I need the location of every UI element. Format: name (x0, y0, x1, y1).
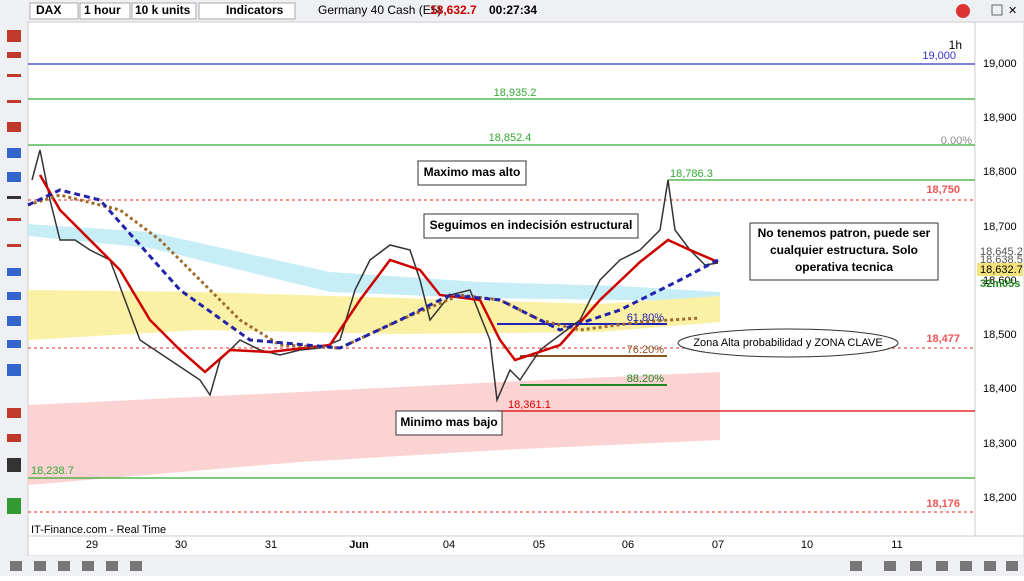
price-label: 18,600 (983, 275, 1017, 287)
units[interactable]: 10 k units (135, 3, 191, 17)
date-label: 31 (265, 539, 277, 551)
source: IT-Finance.com - Real Time (31, 524, 166, 536)
annotation-box (395, 410, 503, 436)
level-label: 18,786.3 (670, 168, 713, 180)
level-label: 18,361.1 (508, 399, 551, 411)
price-label: 18,700 (983, 221, 1017, 233)
date-label: 06 (622, 539, 634, 551)
level-label: 18,238.7 (31, 465, 74, 477)
date-label: 07 (712, 539, 724, 551)
price-label: 18,900 (983, 112, 1017, 124)
timer: 00:27:34 (489, 3, 537, 17)
cyan-band (28, 224, 720, 302)
price-label: 18,300 (983, 438, 1017, 450)
axis-tag: 0.00% (941, 135, 972, 147)
level-label: 18,852.4 (489, 132, 532, 144)
axis-tag: 18,645.2 (980, 246, 1023, 258)
close-icon[interactable]: ✕ (1008, 5, 1017, 17)
price: 18,632.7 (430, 3, 477, 17)
symbol-select[interactable] (29, 2, 79, 20)
annotation-ellipse (677, 328, 899, 358)
annotation: Maximo mas alto (424, 165, 521, 179)
axis-tag: 18,638.5 (980, 254, 1023, 266)
symbol[interactable]: DAX (36, 3, 61, 17)
price-label: 19,000 (983, 58, 1017, 70)
instrument: Germany 40 Cash (E5) (318, 3, 441, 17)
yellow-band (28, 290, 720, 340)
price-label: 18,800 (983, 166, 1017, 178)
indicators-button[interactable] (198, 2, 296, 20)
fib-label: 88.20% (627, 373, 665, 385)
maximize[interactable] (991, 4, 1003, 16)
date-labels: 29 30 31 Jun 04 05 06 07 10 11 (86, 539, 903, 551)
annotation: Zona Alta probabilidad y ZONA CLAVE (693, 337, 882, 349)
timeframe-select[interactable] (79, 2, 131, 20)
axis-tag: 32m05s (980, 278, 1020, 290)
axis-tag: 18,632.7 (980, 264, 1023, 276)
date-label: 30 (175, 539, 187, 551)
price-path (31, 149, 719, 403)
date-label: 10 (801, 539, 813, 551)
axis-tag: 18,750 (926, 184, 960, 196)
date-label: 11 (891, 539, 902, 551)
annotation-box (423, 213, 639, 239)
price-label: 18,400 (983, 383, 1017, 395)
price-label: 18,200 (983, 492, 1017, 504)
annotation: No tenemos patron, puede ser cualquier e… (757, 226, 931, 274)
moving-average-red (38, 174, 719, 374)
drawing-tools[interactable] (7, 30, 21, 514)
indicators[interactable]: Indicators (226, 3, 284, 17)
price-axis-labels: 19,000 18,900 18,800 18,700 18,600 18,50… (983, 58, 1017, 504)
axis-tag: 19,000 (922, 50, 956, 62)
annotation: Seguimos en indecisión estructural (430, 218, 633, 232)
fib-label: 76.20% (627, 344, 665, 356)
axis-tag: 18,176 (926, 498, 960, 510)
price-label: 18,500 (983, 329, 1017, 341)
annotation: Minimo mas bajo (400, 415, 497, 429)
bottom-toolbar (0, 556, 1024, 576)
fib-label: 61.80% (627, 312, 665, 324)
date-label: Jun (349, 539, 369, 551)
annotation-box (417, 160, 527, 186)
date-label: 29 (86, 539, 98, 551)
axis-tag: 18,477 (926, 333, 960, 345)
annotation-box (749, 222, 939, 281)
annotation-wrap: No tenemos patron, puede ser cualquier e… (757, 226, 931, 274)
units-select[interactable] (131, 2, 197, 20)
refresh-icon[interactable] (956, 4, 970, 18)
last-price-tag (977, 263, 1023, 276)
timeframe[interactable]: 1 hour (84, 3, 121, 17)
period: 1h (949, 38, 962, 52)
date-label: 05 (533, 539, 545, 551)
bottom-tools[interactable] (10, 561, 1018, 571)
level-label: 18,935.2 (494, 87, 537, 99)
date-label: 04 (443, 539, 455, 551)
pink-band (28, 372, 720, 485)
